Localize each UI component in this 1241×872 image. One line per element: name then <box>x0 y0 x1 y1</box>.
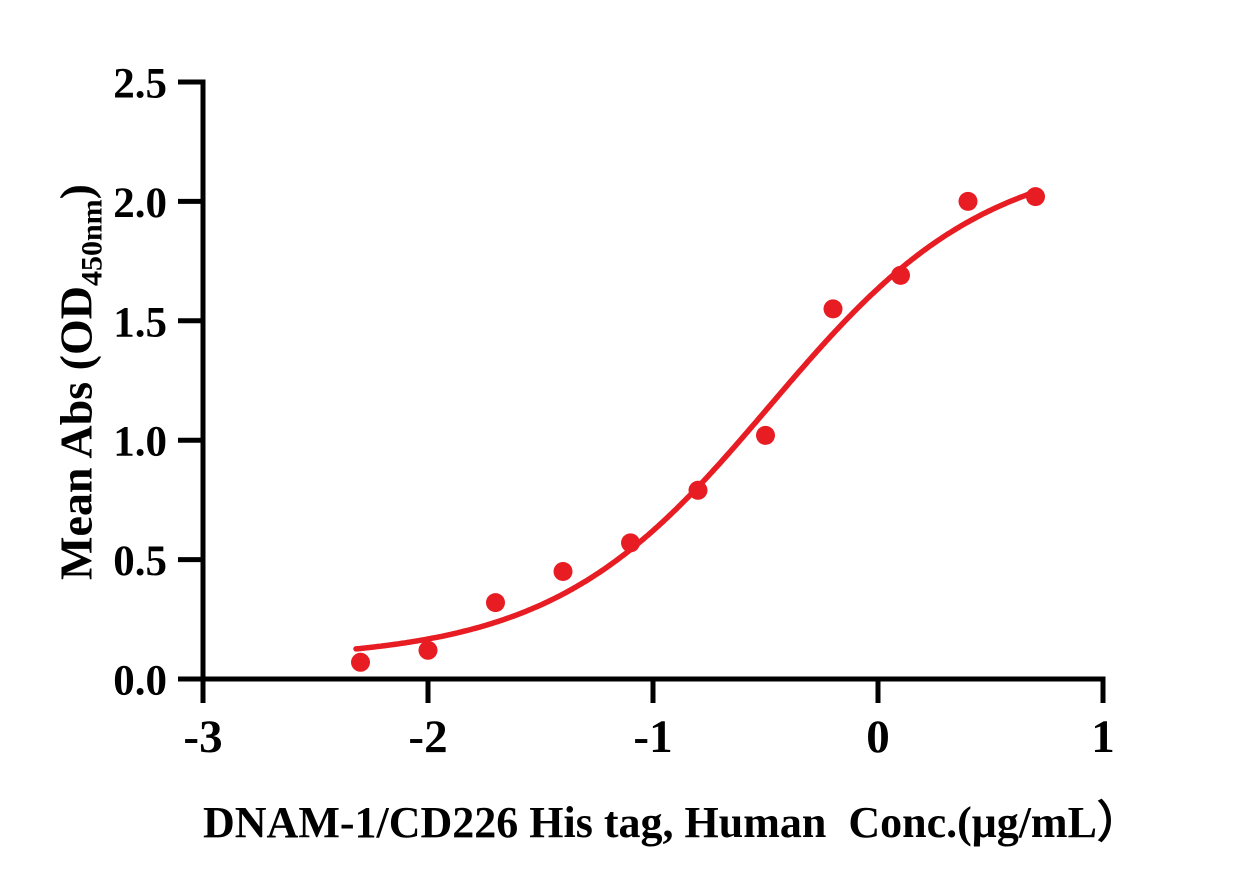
x-axis-tick-label: -2 <box>408 711 447 763</box>
x-axis-tick-label: 1 <box>1091 711 1115 763</box>
data-point <box>891 265 910 285</box>
y-axis-tick-label: 0.0 <box>113 657 167 704</box>
y-axis-tick-label: 2.0 <box>113 180 167 227</box>
x-axis-tick-label: -3 <box>183 711 222 763</box>
x-axis-tick-label: 0 <box>866 711 890 763</box>
y-axis-title-text: Mean Abs (OD <box>50 286 102 580</box>
data-point <box>486 593 505 613</box>
data-point <box>418 640 438 660</box>
y-axis-tick-label: 2.5 <box>113 60 167 107</box>
x-axis-title: DNAM-1/CD226 His tag, Human Conc.(μg/mL） <box>203 786 1141 850</box>
data-point <box>823 299 843 319</box>
y-axis-title: Mean Abs (OD450nm) <box>50 184 109 580</box>
y-axis-tick-label: 0.5 <box>113 538 167 585</box>
data-point <box>351 652 370 672</box>
y-axis-tick-label: 1.0 <box>113 419 167 466</box>
data-point <box>688 480 708 500</box>
data-point <box>553 562 573 581</box>
data-point <box>1026 187 1045 207</box>
x-axis-tick-label: -1 <box>633 711 672 763</box>
data-point <box>621 533 640 553</box>
y-axis-title-subscript: 450nm <box>75 199 109 287</box>
data-point <box>756 425 775 445</box>
fit-curve-line <box>353 189 1036 652</box>
data-point <box>958 191 978 211</box>
x-axis-title-text: DNAM-1/CD226 His tag, Human Conc.(μg/mL） <box>203 798 1141 847</box>
y-axis-tick-label: 1.5 <box>113 299 167 346</box>
y-axis-title-close: ) <box>50 184 102 200</box>
